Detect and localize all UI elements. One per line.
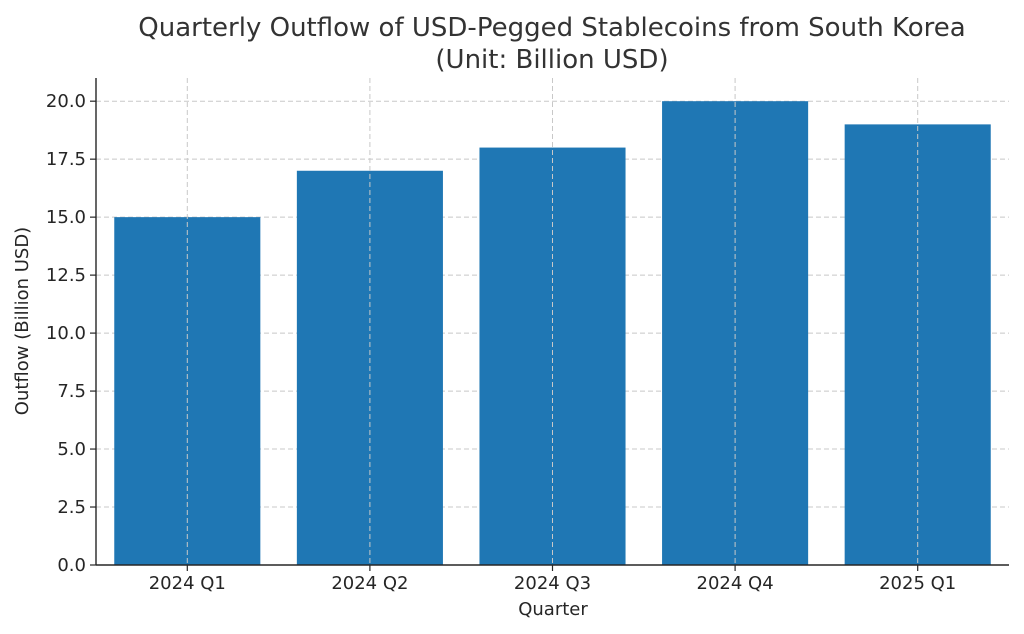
x-tick-label: 2024 Q1 [149,573,226,594]
y-tick-label: 12.5 [46,265,86,286]
y-tick-label: 20.0 [46,91,86,112]
x-tick-label: 2024 Q3 [514,573,591,594]
chart-subtitle: (Unit: Billion USD) [435,45,668,75]
y-tick-label: 10.0 [46,323,86,344]
x-ticks: 2024 Q1 2024 Q2 2024 Q3 2024 Q4 2025 Q1 [149,565,956,594]
y-tick-label: 5.0 [57,439,86,460]
chart-title: Quarterly Outflow of USD-Pegged Stableco… [138,13,965,43]
y-tick-label: 0.0 [57,555,86,576]
vertical-grid [186,78,919,565]
y-ticks: 0.0 2.5 5.0 7.5 10.0 12.5 15.0 17.5 20.0 [46,91,96,576]
x-tick-label: 2024 Q2 [331,573,408,594]
x-tick-label: 2025 Q1 [879,573,956,594]
y-tick-label: 15.0 [46,207,86,228]
y-tick-label: 17.5 [46,149,86,170]
y-axis-label: Outflow (Billion USD) [12,227,33,415]
y-tick-label: 7.5 [57,381,86,402]
x-axis-label: Quarter [518,599,588,620]
x-tick-label: 2024 Q4 [697,573,774,594]
y-tick-label: 2.5 [57,497,86,518]
